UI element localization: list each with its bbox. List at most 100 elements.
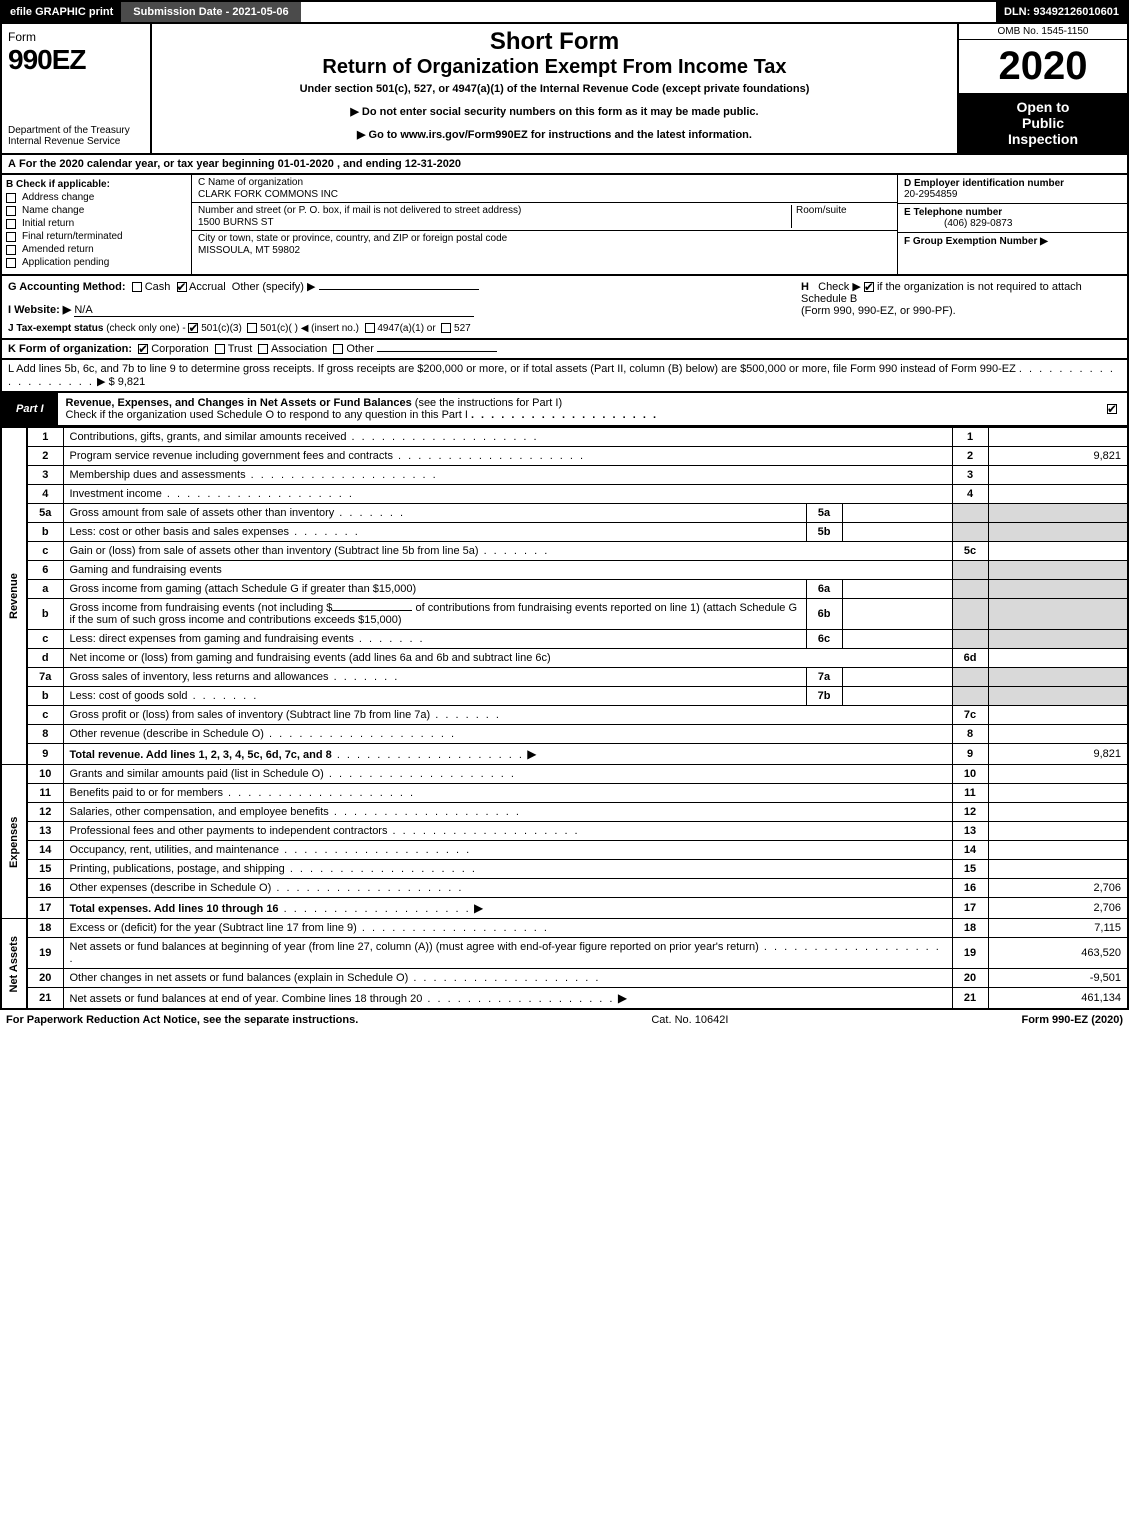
l6c-sn: 6c: [806, 630, 842, 649]
l21-rn: 21: [952, 988, 988, 1010]
cb-amended-return[interactable]: Amended return: [6, 244, 187, 255]
l17-val: 2,706: [988, 898, 1128, 919]
l7a-desc: Gross sales of inventory, less returns a…: [63, 668, 806, 687]
line-19: 19 Net assets or fund balances at beginn…: [1, 938, 1128, 969]
checkbox-icon[interactable]: [6, 219, 16, 229]
line-7b: b Less: cost of goods sold 7b: [1, 687, 1128, 706]
527-checkbox[interactable]: [441, 323, 451, 333]
l7a-val: [988, 668, 1128, 687]
cb-address-change[interactable]: Address change: [6, 192, 187, 203]
line-16: 16 Other expenses (describe in Schedule …: [1, 879, 1128, 898]
footer-form-year: (2020): [1091, 1014, 1123, 1026]
corp-checkbox[interactable]: [138, 344, 148, 354]
checkbox-icon[interactable]: [6, 245, 16, 255]
l7b-sv: [842, 687, 952, 706]
dln-label: DLN: 93492126010601: [996, 2, 1127, 22]
section-def: D Employer identification number 20-2954…: [897, 175, 1127, 274]
527-label: 527: [454, 323, 471, 334]
l11-desc: Benefits paid to or for members: [63, 784, 952, 803]
l19-num: 19: [27, 938, 63, 969]
l12-desc: Salaries, other compensation, and employ…: [63, 803, 952, 822]
other-org-input[interactable]: [377, 351, 497, 352]
501c3-label: 501(c)(3): [201, 323, 242, 334]
l6b-rn: [952, 599, 988, 630]
h-label: H: [801, 281, 809, 293]
l5c-rn: 5c: [952, 542, 988, 561]
l20-val: -9,501: [988, 969, 1128, 988]
schedule-o-checkbox[interactable]: [1107, 404, 1117, 414]
ein-value: 20-2954859: [904, 189, 957, 200]
l4-val: [988, 485, 1128, 504]
cb-name-change[interactable]: Name change: [6, 205, 187, 216]
group-row: F Group Exemption Number ▶: [898, 233, 1127, 250]
section-k: K Form of organization: Corporation Trus…: [0, 340, 1129, 360]
cash-checkbox[interactable]: [132, 282, 142, 292]
l2-val: 9,821: [988, 447, 1128, 466]
l17-num: 17: [27, 898, 63, 919]
short-form-title: Short Form: [162, 28, 947, 56]
l3-desc: Membership dues and assessments: [63, 466, 952, 485]
h-checkbox[interactable]: [864, 282, 874, 292]
l7b-val: [988, 687, 1128, 706]
l6-rn: [952, 561, 988, 580]
cb-application-pending[interactable]: Application pending: [6, 257, 187, 268]
street-row: Number and street (or P. O. box, if mail…: [192, 203, 897, 231]
checkbox-icon[interactable]: [6, 258, 16, 268]
omb-number: OMB No. 1545-1150: [959, 24, 1127, 40]
l10-num: 10: [27, 765, 63, 784]
netassets-vertical-label: Net Assets: [1, 919, 27, 1010]
l10-rn: 10: [952, 765, 988, 784]
checkbox-icon[interactable]: [6, 206, 16, 216]
l11-rn: 11: [952, 784, 988, 803]
assoc-label: Association: [271, 343, 327, 355]
other-specify-input[interactable]: [319, 289, 479, 290]
checkbox-icon[interactable]: [6, 193, 16, 203]
line-15: 15 Printing, publications, postage, and …: [1, 860, 1128, 879]
assoc-checkbox[interactable]: [258, 344, 268, 354]
l1-val: [988, 428, 1128, 447]
l7a-sn: 7a: [806, 668, 842, 687]
cb-initial-return[interactable]: Initial return: [6, 218, 187, 229]
l15-val: [988, 860, 1128, 879]
efile-print-label[interactable]: efile GRAPHIC print: [2, 2, 121, 22]
dept-text: Department of the Treasury: [8, 125, 130, 136]
footer-form-ref: Form 990-EZ (2020): [1021, 1014, 1123, 1026]
part-1-check-note: Check if the organization used Schedule …: [66, 409, 468, 421]
other-org-checkbox[interactable]: [333, 344, 343, 354]
l6d-rn: 6d: [952, 649, 988, 668]
501c-checkbox[interactable]: [247, 323, 257, 333]
l6c-val: [988, 630, 1128, 649]
line-3: 3 Membership dues and assessments 3: [1, 466, 1128, 485]
ghij-left: G Accounting Method: Cash Accrual Other …: [8, 280, 801, 334]
l6a-val: [988, 580, 1128, 599]
l17-desc: Total expenses. Add lines 10 through 16: [63, 898, 952, 919]
city-value: MISSOULA, MT 59802: [198, 245, 891, 256]
trust-checkbox[interactable]: [215, 344, 225, 354]
k-label: K Form of organization:: [8, 343, 132, 355]
cb-final-return[interactable]: Final return/terminated: [6, 231, 187, 242]
line-2: 2 Program service revenue including gove…: [1, 447, 1128, 466]
l8-rn: 8: [952, 725, 988, 744]
l6a-desc: Gross income from gaming (attach Schedul…: [63, 580, 806, 599]
6b-amount-input[interactable]: [332, 610, 412, 611]
city-row: City or town, state or province, country…: [192, 231, 897, 258]
phone-label: E Telephone number: [904, 207, 1002, 218]
checkbox-icon[interactable]: [6, 232, 16, 242]
line-8: 8 Other revenue (describe in Schedule O)…: [1, 725, 1128, 744]
org-name-value: CLARK FORK COMMONS INC: [198, 189, 891, 200]
l9-rn: 9: [952, 744, 988, 765]
l11-num: 11: [27, 784, 63, 803]
form-number: 990EZ: [8, 44, 144, 76]
goto-link[interactable]: ▶ Go to www.irs.gov/Form990EZ for instru…: [162, 128, 947, 141]
501c3-checkbox[interactable]: [188, 323, 198, 333]
l6c-num: c: [27, 630, 63, 649]
top-bar: efile GRAPHIC print Submission Date - 20…: [0, 0, 1129, 24]
part-1-title: Revenue, Expenses, and Changes in Net As…: [58, 393, 1097, 425]
part-1-table: Revenue 1 Contributions, gifts, grants, …: [0, 427, 1129, 1010]
j-note: (check only one) -: [106, 323, 185, 334]
accrual-checkbox[interactable]: [177, 282, 187, 292]
line-6b: b Gross income from fundraising events (…: [1, 599, 1128, 630]
l7a-num: 7a: [27, 668, 63, 687]
4947-checkbox[interactable]: [365, 323, 375, 333]
l5c-val: [988, 542, 1128, 561]
